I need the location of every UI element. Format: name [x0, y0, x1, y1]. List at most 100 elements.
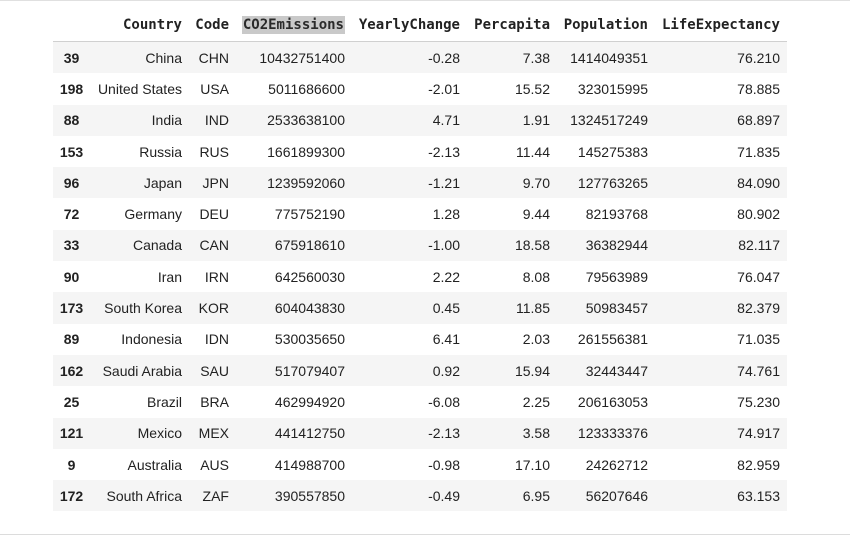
cell-population: 123333376 [577, 425, 648, 442]
cell-country: United States [97, 80, 182, 97]
cell-co2emissions: 441412750 [274, 425, 345, 442]
cell-code: MEX [198, 425, 229, 442]
column-header-code: Code [189, 9, 236, 42]
cell-lifeexpectancy: 68.897 [737, 112, 780, 129]
cell-lifeexpectancy: 74.917 [737, 425, 780, 442]
cell-yearlychange: 1.28 [432, 206, 460, 223]
row-index: 198 [59, 80, 84, 97]
cell-lifeexpectancy: 76.047 [737, 268, 780, 285]
cell-co2emissions: 414988700 [274, 456, 345, 473]
cell-co2emissions: 530035650 [274, 331, 345, 348]
cell-co2emissions: 10432751400 [259, 49, 345, 66]
cell-country: South Korea [104, 300, 182, 317]
cell-yearlychange: -2.13 [428, 425, 460, 442]
row-index: 9 [67, 456, 76, 473]
table-row: 198 United States USA 5011686600 -2.01 1… [53, 73, 787, 105]
cell-percapita: 11.44 [516, 143, 550, 160]
cell-percapita: 8.08 [522, 268, 550, 285]
cell-yearlychange: -0.98 [428, 456, 460, 473]
cell-code: SAU [200, 362, 229, 379]
cell-co2emissions: 1661899300 [267, 143, 345, 160]
cell-co2emissions: 675918610 [274, 237, 345, 254]
cell-population: 145275383 [577, 143, 648, 160]
top-divider [0, 0, 850, 1]
cell-percapita: 15.52 [514, 80, 550, 97]
index-header [53, 9, 90, 42]
table-row: 96 Japan JPN 1239592060 -1.21 9.70 12776… [53, 167, 787, 199]
table-row: 173 South Korea KOR 604043830 0.45 11.85… [53, 292, 787, 324]
cell-lifeexpectancy: 78.885 [737, 80, 780, 97]
cell-percapita: 9.70 [522, 174, 550, 191]
cell-yearlychange: -1.00 [428, 237, 460, 254]
column-header-yearlychange: YearlyChange [352, 9, 467, 42]
column-header-country: Country [90, 9, 189, 42]
cell-percapita: 3.58 [522, 425, 550, 442]
cell-population: 50983457 [585, 300, 648, 317]
row-index: 121 [59, 425, 84, 442]
cell-population: 261556381 [577, 331, 648, 348]
cell-lifeexpectancy: 75.230 [737, 393, 780, 410]
cell-lifeexpectancy: 82.117 [738, 237, 780, 254]
cell-code: IND [204, 112, 229, 129]
cell-lifeexpectancy: 80.902 [737, 206, 780, 223]
cell-country: Indonesia [121, 331, 182, 348]
cell-yearlychange: 0.45 [432, 300, 460, 317]
cell-population: 1324517249 [570, 112, 648, 129]
table-row: 121 Mexico MEX 441412750 -2.13 3.58 1233… [53, 417, 787, 449]
cell-code: AUS [200, 456, 229, 473]
row-index: 90 [63, 268, 80, 285]
row-index: 25 [63, 393, 80, 410]
column-header-percapita: Percapita [467, 9, 557, 42]
table-row: 153 Russia RUS 1661899300 -2.13 11.44 14… [53, 135, 787, 168]
cell-yearlychange: -1.21 [428, 174, 460, 191]
cell-lifeexpectancy: 74.761 [737, 362, 780, 379]
cell-population: 82193768 [585, 206, 648, 223]
cell-code: IDN [204, 331, 229, 348]
cell-yearlychange: -0.28 [428, 49, 460, 66]
cell-country: Canada [132, 237, 182, 254]
cell-code: BRA [200, 393, 229, 410]
cell-country: Saudi Arabia [102, 362, 182, 379]
row-index: 89 [63, 331, 80, 348]
column-header-population: Population [557, 9, 655, 42]
cell-code: RUS [199, 143, 229, 160]
table-row: 39 China CHN 10432751400 -0.28 7.38 1414… [53, 41, 787, 74]
cell-country: Japan [143, 174, 182, 191]
cell-country: Brazil [146, 393, 182, 410]
cell-country: India [151, 112, 182, 129]
cell-code: IRN [204, 268, 229, 285]
bottom-divider [0, 534, 850, 535]
row-index: 88 [63, 112, 80, 129]
cell-co2emissions: 5011686600 [268, 80, 345, 97]
cell-co2emissions: 462994920 [274, 393, 345, 410]
cell-yearlychange: 6.41 [432, 331, 460, 348]
cell-percapita: 2.03 [522, 331, 550, 348]
cell-co2emissions: 775752190 [274, 206, 345, 223]
cell-lifeexpectancy: 84.090 [737, 174, 780, 191]
cell-country: Mexico [137, 425, 182, 442]
cell-code: ZAF [202, 487, 229, 504]
cell-lifeexpectancy: 71.835 [737, 143, 780, 160]
cell-lifeexpectancy: 71.035 [737, 331, 780, 348]
cell-lifeexpectancy: 63.153 [737, 487, 780, 504]
header-row: Country Code CO2Emissions YearlyChange P… [53, 9, 787, 42]
table-row: 89 Indonesia IDN 530035650 6.41 2.03 261… [53, 323, 787, 355]
column-header-lifeexpectancy: LifeExpectancy [655, 9, 787, 42]
cell-percapita: 11.85 [516, 300, 550, 317]
cell-lifeexpectancy: 76.210 [737, 49, 780, 66]
row-index: 33 [63, 237, 80, 254]
row-index: 153 [59, 143, 84, 160]
cell-co2emissions: 642560030 [274, 268, 345, 285]
cell-lifeexpectancy: 82.959 [737, 456, 780, 473]
table-row: 88 India IND 2533638100 4.71 1.91 132451… [53, 104, 787, 136]
row-index: 39 [63, 49, 80, 66]
cell-co2emissions: 604043830 [274, 300, 345, 317]
highlighted-column-label: CO2Emissions [241, 16, 345, 34]
cell-yearlychange: 2.22 [432, 268, 460, 285]
cell-yearlychange: 0.92 [432, 362, 460, 379]
table-row: 72 Germany DEU 775752190 1.28 9.44 82193… [53, 198, 787, 230]
cell-country: South Africa [106, 487, 183, 504]
cell-co2emissions: 2533638100 [267, 112, 345, 129]
column-header-co2emissions: CO2Emissions [236, 9, 352, 42]
cell-population: 56207646 [585, 487, 648, 504]
